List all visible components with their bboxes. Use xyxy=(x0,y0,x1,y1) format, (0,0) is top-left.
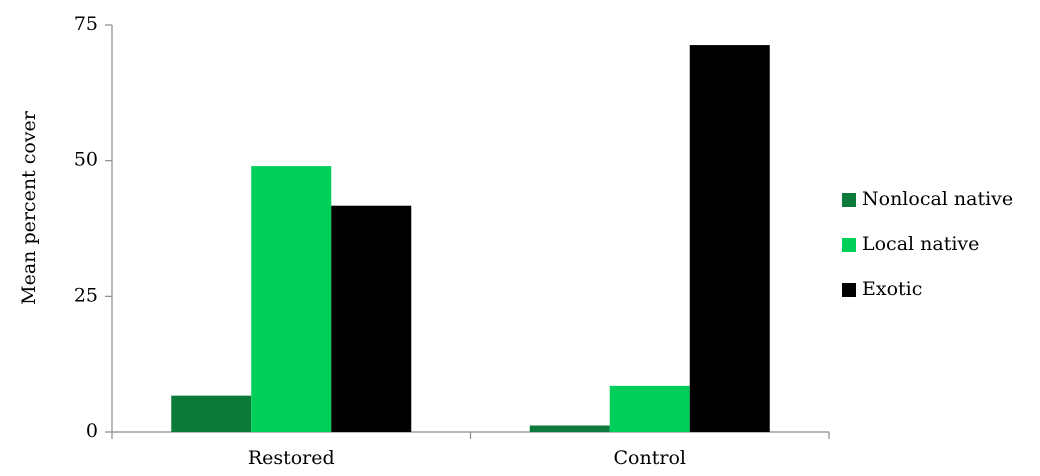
y-tick-label: 75 xyxy=(74,13,98,35)
y-ticks: 0 25 50 75 xyxy=(74,13,112,442)
legend-swatch xyxy=(842,283,856,297)
bar-exotic-control xyxy=(689,45,770,432)
bar-local-native-control xyxy=(609,385,690,432)
legend-swatch xyxy=(842,193,856,207)
legend: Nonlocal native Local native Exotic xyxy=(842,188,1013,300)
y-tick-label: 50 xyxy=(74,149,98,171)
legend-label: Nonlocal native xyxy=(862,188,1013,210)
x-axis: Restored Control xyxy=(111,431,830,469)
y-tick-label: 0 xyxy=(86,420,98,442)
bar-nonlocal-native-restored xyxy=(171,395,252,432)
x-ticks: Restored Control xyxy=(111,432,830,469)
bar-local-native-restored xyxy=(251,166,332,433)
legend-swatch xyxy=(842,238,856,252)
x-tick-label: Restored xyxy=(248,447,335,469)
bar-nonlocal-native-control xyxy=(529,425,610,432)
y-axis-title: Mean percent cover xyxy=(18,110,40,305)
legend-label: Local native xyxy=(862,233,979,255)
bars xyxy=(171,45,770,433)
legend-label: Exotic xyxy=(862,278,922,300)
bar-exotic-restored xyxy=(331,205,412,432)
y-tick-label: 25 xyxy=(74,284,98,306)
y-axis: 0 25 50 75 Mean percent cover xyxy=(18,13,113,442)
x-tick-label: Control xyxy=(614,447,686,469)
